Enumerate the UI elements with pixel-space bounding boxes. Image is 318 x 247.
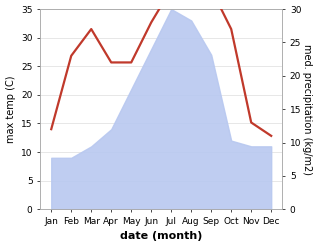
Y-axis label: max temp (C): max temp (C) [5,75,16,143]
Y-axis label: med. precipitation (kg/m2): med. precipitation (kg/m2) [302,44,313,175]
X-axis label: date (month): date (month) [120,231,203,242]
